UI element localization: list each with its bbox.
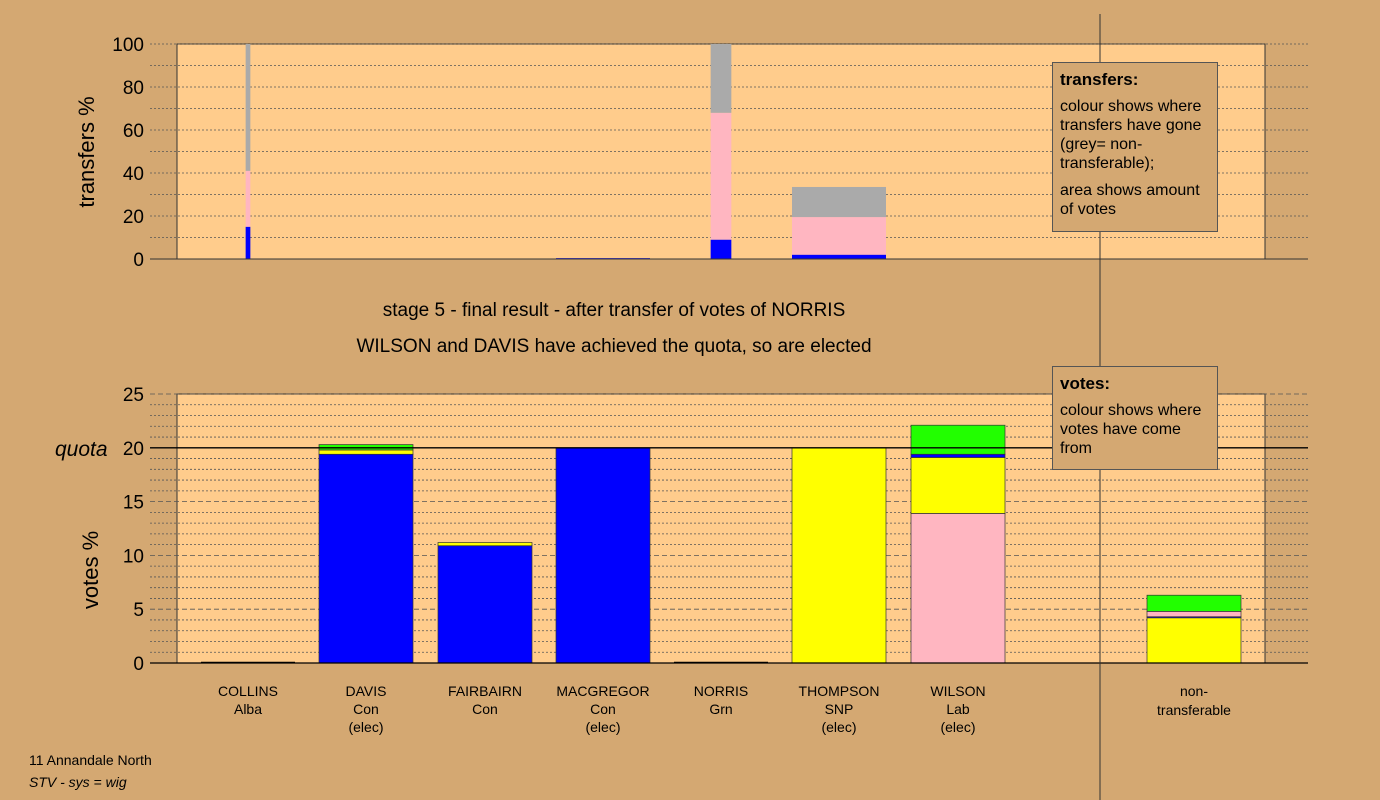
footer-ward: 11 Annandale North bbox=[29, 752, 152, 768]
quota-label: quota bbox=[55, 438, 108, 461]
votes-legend-line1: colour shows where votes have come from bbox=[1060, 402, 1202, 457]
transfers-tick-label: 80 bbox=[123, 78, 144, 99]
transfers-legend-title: transfers: bbox=[1060, 70, 1139, 89]
vote-bar-non-transferable-snp bbox=[1146, 617, 1242, 664]
transfer-bar-collins-lab bbox=[245, 170, 251, 227]
transfers-tick-label: 60 bbox=[123, 121, 144, 142]
votes-tick-label: 5 bbox=[133, 600, 144, 621]
transfer-bar-thompson-lab bbox=[792, 217, 886, 255]
candidate-label-wilson: WILSON bbox=[930, 683, 985, 699]
transfer-bar-thompson-non-transferable bbox=[792, 186, 886, 218]
transfers-tick-label: 0 bbox=[133, 250, 144, 271]
votes-tick-label: 0 bbox=[133, 654, 144, 675]
transfers-tick-label: 20 bbox=[123, 207, 144, 228]
candidate-label-davis: (elec) bbox=[348, 719, 383, 735]
transfers-legend-line1: colour shows where transfers have gone (… bbox=[1060, 98, 1202, 172]
transfers-axis-label: transfers % bbox=[74, 96, 99, 207]
vote-bar-fairbairn-con bbox=[437, 545, 533, 664]
transfer-bar-collins-con bbox=[245, 226, 251, 259]
candidate-label-macgregor: MACGREGOR bbox=[556, 683, 649, 699]
transfer-bar-norris-lab bbox=[710, 112, 732, 240]
candidate-label-fairbairn: Con bbox=[472, 701, 498, 717]
candidate-label-norris: Grn bbox=[709, 701, 732, 717]
votes-axis-label: votes % bbox=[78, 531, 103, 609]
stage-title: stage 5 - final result - after transfer … bbox=[382, 300, 846, 321]
vote-bar-wilson-con bbox=[910, 453, 1006, 458]
nontransferable-label: non- bbox=[1180, 683, 1208, 699]
vote-bar-fairbairn-snp bbox=[437, 542, 533, 547]
candidate-label-collins: COLLINS bbox=[218, 683, 278, 699]
candidate-label-davis: Con bbox=[353, 701, 379, 717]
transfer-bar-thompson-con bbox=[792, 254, 886, 259]
votes-legend-title: votes: bbox=[1060, 374, 1111, 393]
candidate-label-thompson: SNP bbox=[825, 701, 854, 717]
vote-bar-davis-snp bbox=[318, 449, 414, 455]
votes-tick-label: 25 bbox=[123, 385, 144, 406]
vote-bar-wilson-lab bbox=[910, 513, 1006, 664]
vote-bar-non-transferable-grn bbox=[1146, 594, 1242, 612]
vote-bar-macgregor-con bbox=[555, 447, 651, 664]
transfers-tick-label: 100 bbox=[112, 35, 144, 56]
vote-bar-wilson-snp bbox=[910, 457, 1006, 514]
candidate-label-wilson: Lab bbox=[946, 701, 970, 717]
candidate-label-thompson: (elec) bbox=[821, 719, 856, 735]
votes-tick-label: 20 bbox=[123, 439, 144, 460]
vote-bar-davis-con bbox=[318, 453, 414, 664]
transfers-tick-label: 40 bbox=[123, 164, 144, 185]
candidate-label-davis: DAVIS bbox=[346, 683, 387, 699]
vote-bar-non-transferable-lab bbox=[1146, 611, 1242, 618]
candidate-label-macgregor: (elec) bbox=[585, 719, 620, 735]
votes-legend: votes: colour shows where votes have com… bbox=[1052, 366, 1218, 470]
vote-bar-thompson-snp bbox=[791, 447, 887, 664]
nontransferable-label: transferable bbox=[1157, 702, 1231, 718]
vote-bar-wilson-grn bbox=[910, 424, 1006, 455]
candidate-label-macgregor: Con bbox=[590, 701, 616, 717]
candidate-label-fairbairn: FAIRBAIRN bbox=[448, 683, 522, 699]
votes-tick-label: 10 bbox=[123, 546, 144, 567]
candidate-label-thompson: THOMPSON bbox=[799, 683, 880, 699]
transfers-legend-line2: area shows amount of votes bbox=[1060, 182, 1200, 218]
transfer-bar-collins-non-transferable bbox=[245, 44, 251, 171]
transfer-bar-norris-non-transferable bbox=[710, 44, 732, 113]
candidate-label-wilson: (elec) bbox=[940, 719, 975, 735]
transfers-legend: transfers: colour shows where transfers … bbox=[1052, 62, 1218, 232]
candidate-label-norris: NORRIS bbox=[694, 683, 748, 699]
votes-tick-label: 15 bbox=[123, 493, 144, 514]
footer-system: STV - sys = wig bbox=[29, 774, 127, 790]
transfer-bar-norris-con bbox=[710, 239, 732, 259]
candidate-label-collins: Alba bbox=[234, 701, 262, 717]
elected-subtitle: WILSON and DAVIS have achieved the quota… bbox=[356, 336, 872, 357]
